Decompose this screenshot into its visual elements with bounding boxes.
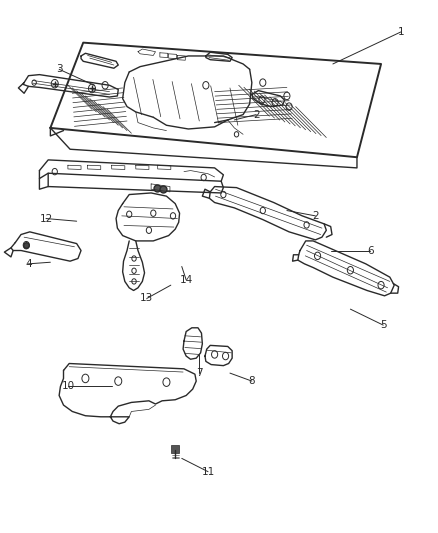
Text: 1: 1 [397, 27, 404, 37]
Text: 2: 2 [312, 211, 319, 221]
Text: 13: 13 [140, 294, 153, 303]
Text: 2: 2 [253, 110, 260, 119]
Text: 5: 5 [380, 320, 387, 330]
Text: 6: 6 [367, 246, 374, 255]
Text: 7: 7 [196, 368, 203, 378]
Text: 3: 3 [56, 64, 63, 74]
Text: 10: 10 [61, 382, 74, 391]
Text: 11: 11 [201, 467, 215, 477]
Text: 4: 4 [25, 259, 32, 269]
Text: 8: 8 [248, 376, 255, 386]
Text: 14: 14 [180, 275, 193, 285]
Text: 12: 12 [39, 214, 53, 223]
